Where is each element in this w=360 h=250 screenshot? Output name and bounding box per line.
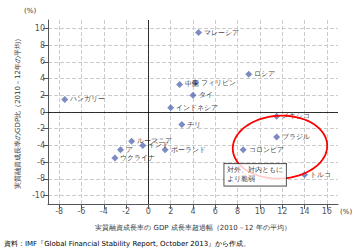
- svg-text:0: 0: [146, 207, 151, 216]
- svg-text:2: 2: [168, 207, 173, 216]
- svg-text:ア: ア: [126, 146, 133, 154]
- svg-text:-6: -6: [77, 207, 85, 216]
- svg-text:12: 12: [277, 207, 287, 216]
- svg-text:より脆弱: より脆弱: [227, 175, 255, 183]
- svg-text:-2: -2: [37, 124, 45, 133]
- svg-text:6: 6: [213, 207, 218, 216]
- svg-text:コロンビア: コロンビア: [249, 146, 284, 154]
- svg-text:メキシコ: メキシコ: [282, 112, 311, 121]
- svg-text:4: 4: [40, 74, 45, 83]
- svg-text:16: 16: [322, 207, 332, 216]
- svg-text:8: 8: [40, 41, 45, 50]
- svg-text:インド: インド: [148, 141, 169, 149]
- svg-text:-4: -4: [100, 207, 108, 216]
- svg-text:ハンガリー: ハンガリー: [69, 95, 105, 103]
- svg-text:-8: -8: [55, 207, 63, 216]
- svg-text:-6: -6: [37, 158, 45, 167]
- svg-text:-2: -2: [122, 207, 130, 216]
- svg-text:-4: -4: [37, 141, 45, 150]
- svg-text:実質融資成長率の GDP 成長率超過幅（2010－12 年の: 実質融資成長率の GDP 成長率超過幅（2010－12 年の平均）: [95, 224, 290, 232]
- svg-text:-10: -10: [32, 191, 45, 200]
- svg-text:ウクライナ: ウクライナ: [120, 154, 155, 162]
- svg-text:4: 4: [190, 207, 195, 216]
- svg-text:中国: 中国: [185, 80, 199, 88]
- svg-text:チリ: チリ: [187, 121, 201, 129]
- svg-text:インドネシア: インドネシア: [176, 104, 218, 112]
- svg-text:0: 0: [40, 108, 45, 117]
- svg-text:ブラジル: ブラジル: [282, 133, 310, 141]
- svg-text:10: 10: [35, 24, 45, 33]
- svg-text:8: 8: [235, 207, 240, 216]
- svg-text:(%): (%): [340, 208, 352, 216]
- svg-text:実質融資成長率のGDP比（2010－12年の平均）: 実質融資成長率のGDP比（2010－12年の平均）: [14, 35, 22, 189]
- svg-text:14: 14: [299, 207, 309, 216]
- svg-text:2: 2: [40, 91, 45, 100]
- svg-text:ポーランド: ポーランド: [171, 146, 206, 154]
- svg-text:10: 10: [255, 207, 265, 216]
- svg-text:6: 6: [40, 57, 45, 66]
- svg-text:ロシア: ロシア: [254, 70, 275, 78]
- svg-text:マレーシア: マレーシア: [204, 29, 239, 37]
- svg-text:(%): (%): [24, 7, 36, 15]
- svg-text:-8: -8: [37, 174, 45, 183]
- svg-text:対外、対内ともに: 対外、対内ともに: [227, 166, 283, 174]
- svg-text:資料：IMF『Global Financial Stabil: 資料：IMF『Global Financial Stability Report…: [4, 240, 250, 248]
- svg-text:トルコ: トルコ: [310, 171, 331, 179]
- svg-text:フィリピン: フィリピン: [201, 79, 236, 87]
- svg-text:タイ: タイ: [199, 91, 213, 99]
